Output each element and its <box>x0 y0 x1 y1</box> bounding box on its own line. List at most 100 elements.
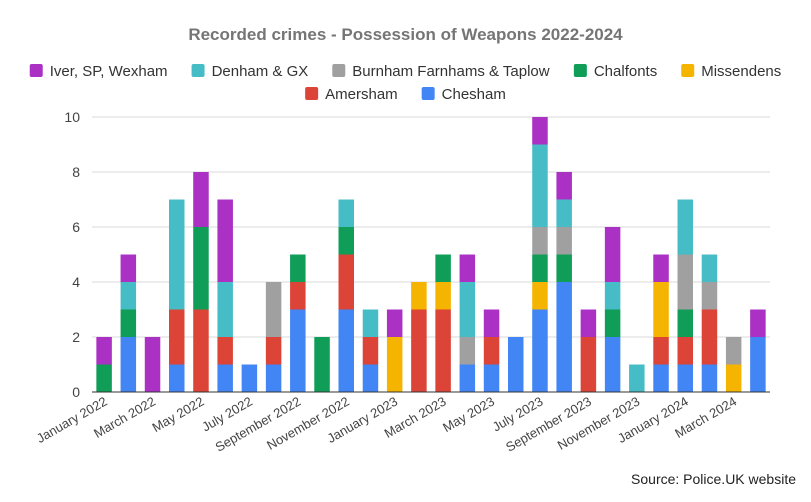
bar-segment-denham-gx <box>532 144 548 227</box>
bar-segment-missendens <box>532 282 548 310</box>
bar-segment-iver-sp-wexham <box>483 309 500 337</box>
bar-segment-chalfonts <box>193 227 209 310</box>
bar-segment-missendens <box>725 364 742 392</box>
bar-segment-iver-sp-wexham <box>193 172 209 227</box>
bar-segment-chalfonts <box>120 309 137 337</box>
x-tick-label: May 2022 <box>150 394 207 436</box>
legend-swatch <box>29 64 43 77</box>
bar-segment-iver-sp-wexham <box>604 227 621 282</box>
bar-segment-chesham <box>241 364 258 392</box>
bar-segment-burnham-farnhams-taplow <box>532 227 548 255</box>
bar-segment-chesham <box>120 337 137 392</box>
bars <box>96 117 766 392</box>
legend-item-missendens: Missendens <box>681 63 781 80</box>
legend-swatch <box>191 64 205 77</box>
bar-segment-amersham <box>265 337 282 365</box>
bar-segment-chalfonts <box>435 254 451 282</box>
legend-swatch <box>421 87 435 100</box>
bar-segment-chesham <box>169 364 185 392</box>
bar-segment-amersham <box>701 309 718 365</box>
bar-segment-burnham-farnhams-taplow <box>677 254 693 310</box>
bar-segment-chalfonts <box>314 337 330 392</box>
legend-swatch <box>573 64 587 77</box>
bar-segment-denham-gx <box>604 282 621 310</box>
legend-item-denham-gx: Denham & GX <box>191 63 309 80</box>
bar-segment-iver-sp-wexham <box>217 199 233 282</box>
legend-item-burnham-farnhams-taplow: Burnham Farnhams & Taplow <box>332 63 550 80</box>
bar-segment-chalfonts <box>290 254 306 282</box>
bar-segment-iver-sp-wexham <box>386 309 403 337</box>
bar-segment-iver-sp-wexham <box>96 337 112 365</box>
bar-segment-chalfonts <box>338 227 354 255</box>
bar-segment-chesham <box>338 309 354 392</box>
bar-segment-denham-gx <box>217 282 233 337</box>
legend-item-chesham: Chesham <box>421 86 506 103</box>
legend-label: Chesham <box>442 86 506 103</box>
bar-segment-chesham <box>508 337 524 392</box>
chart-title: Recorded crimes - Possession of Weapons … <box>188 25 623 44</box>
bar-segment-missendens <box>653 282 669 337</box>
y-tick-label: 6 <box>72 219 80 235</box>
bar-segment-iver-sp-wexham <box>120 254 137 282</box>
bar-segment-chalfonts <box>96 364 112 392</box>
bar-segment-burnham-farnhams-taplow <box>459 337 476 365</box>
bar-segment-burnham-farnhams-taplow <box>265 282 282 337</box>
source-note: Source: Police.UK website <box>631 471 796 487</box>
legend-item-chalfonts: Chalfonts <box>573 63 657 80</box>
y-axis: 0 2 4 6 8 10 <box>64 109 80 400</box>
bar-segment-denham-gx <box>629 364 645 392</box>
bar-segment-amersham <box>362 337 379 365</box>
bar-segment-chesham <box>362 364 379 392</box>
legend: Iver, SP, Wexham Denham & GX Burnham Farnh… <box>29 63 781 103</box>
bar-segment-burnham-farnhams-taplow <box>725 337 742 365</box>
legend-label: Denham & GX <box>212 63 309 80</box>
bar-segment-denham-gx <box>701 254 718 282</box>
y-tick-label: 4 <box>72 274 80 290</box>
bar-segment-amersham <box>169 309 185 365</box>
bar-segment-amersham <box>217 337 233 365</box>
bar-segment-denham-gx <box>338 199 354 227</box>
bar-segment-amersham <box>483 337 500 365</box>
bar-segment-burnham-farnhams-taplow <box>701 282 718 310</box>
bar-segment-amersham <box>653 337 669 365</box>
bar-segment-burnham-farnhams-taplow <box>556 227 572 255</box>
bar-segment-chesham <box>701 364 718 392</box>
bar-segment-iver-sp-wexham <box>580 309 597 337</box>
y-tick-label: 10 <box>64 109 80 125</box>
bar-segment-chesham <box>677 364 693 392</box>
legend-item-amersham: Amersham <box>305 86 398 103</box>
bar-segment-denham-gx <box>362 309 379 337</box>
legend-label: Missendens <box>701 63 781 80</box>
bar-segment-chesham <box>556 282 572 392</box>
legend-label: Chalfonts <box>594 63 657 80</box>
y-tick-label: 2 <box>72 329 80 345</box>
y-tick-label: 8 <box>72 164 80 180</box>
x-tick-label: November 2022 <box>264 394 352 453</box>
bar-segment-iver-sp-wexham <box>532 117 548 145</box>
bar-segment-denham-gx <box>556 199 572 227</box>
legend-label: Iver, SP, Wexham <box>50 63 168 80</box>
bar-segment-chalfonts <box>604 309 621 337</box>
legend-swatch <box>305 87 319 100</box>
bar-segment-missendens <box>386 337 403 392</box>
bar-segment-amersham <box>338 254 354 310</box>
bar-segment-amersham <box>435 309 451 392</box>
bar-segment-iver-sp-wexham <box>653 254 669 282</box>
bar-segment-missendens <box>435 282 451 310</box>
bar-segment-amersham <box>411 309 427 392</box>
legend-label: Amersham <box>325 86 398 103</box>
bar-segment-chesham <box>653 364 669 392</box>
bar-segment-denham-gx <box>459 282 476 337</box>
legend-item-iver-sp-wexham: Iver, SP, Wexham <box>29 63 168 80</box>
bar-segment-denham-gx <box>120 282 137 310</box>
bar-segment-denham-gx <box>677 199 693 255</box>
bar-segment-chesham <box>532 309 548 392</box>
bar-segment-missendens <box>411 282 427 310</box>
bar-segment-amersham <box>580 337 597 392</box>
bar-segment-chesham <box>217 364 233 392</box>
bar-segment-chesham <box>750 337 766 392</box>
bar-segment-chesham <box>290 309 306 392</box>
legend-swatch <box>681 64 695 77</box>
